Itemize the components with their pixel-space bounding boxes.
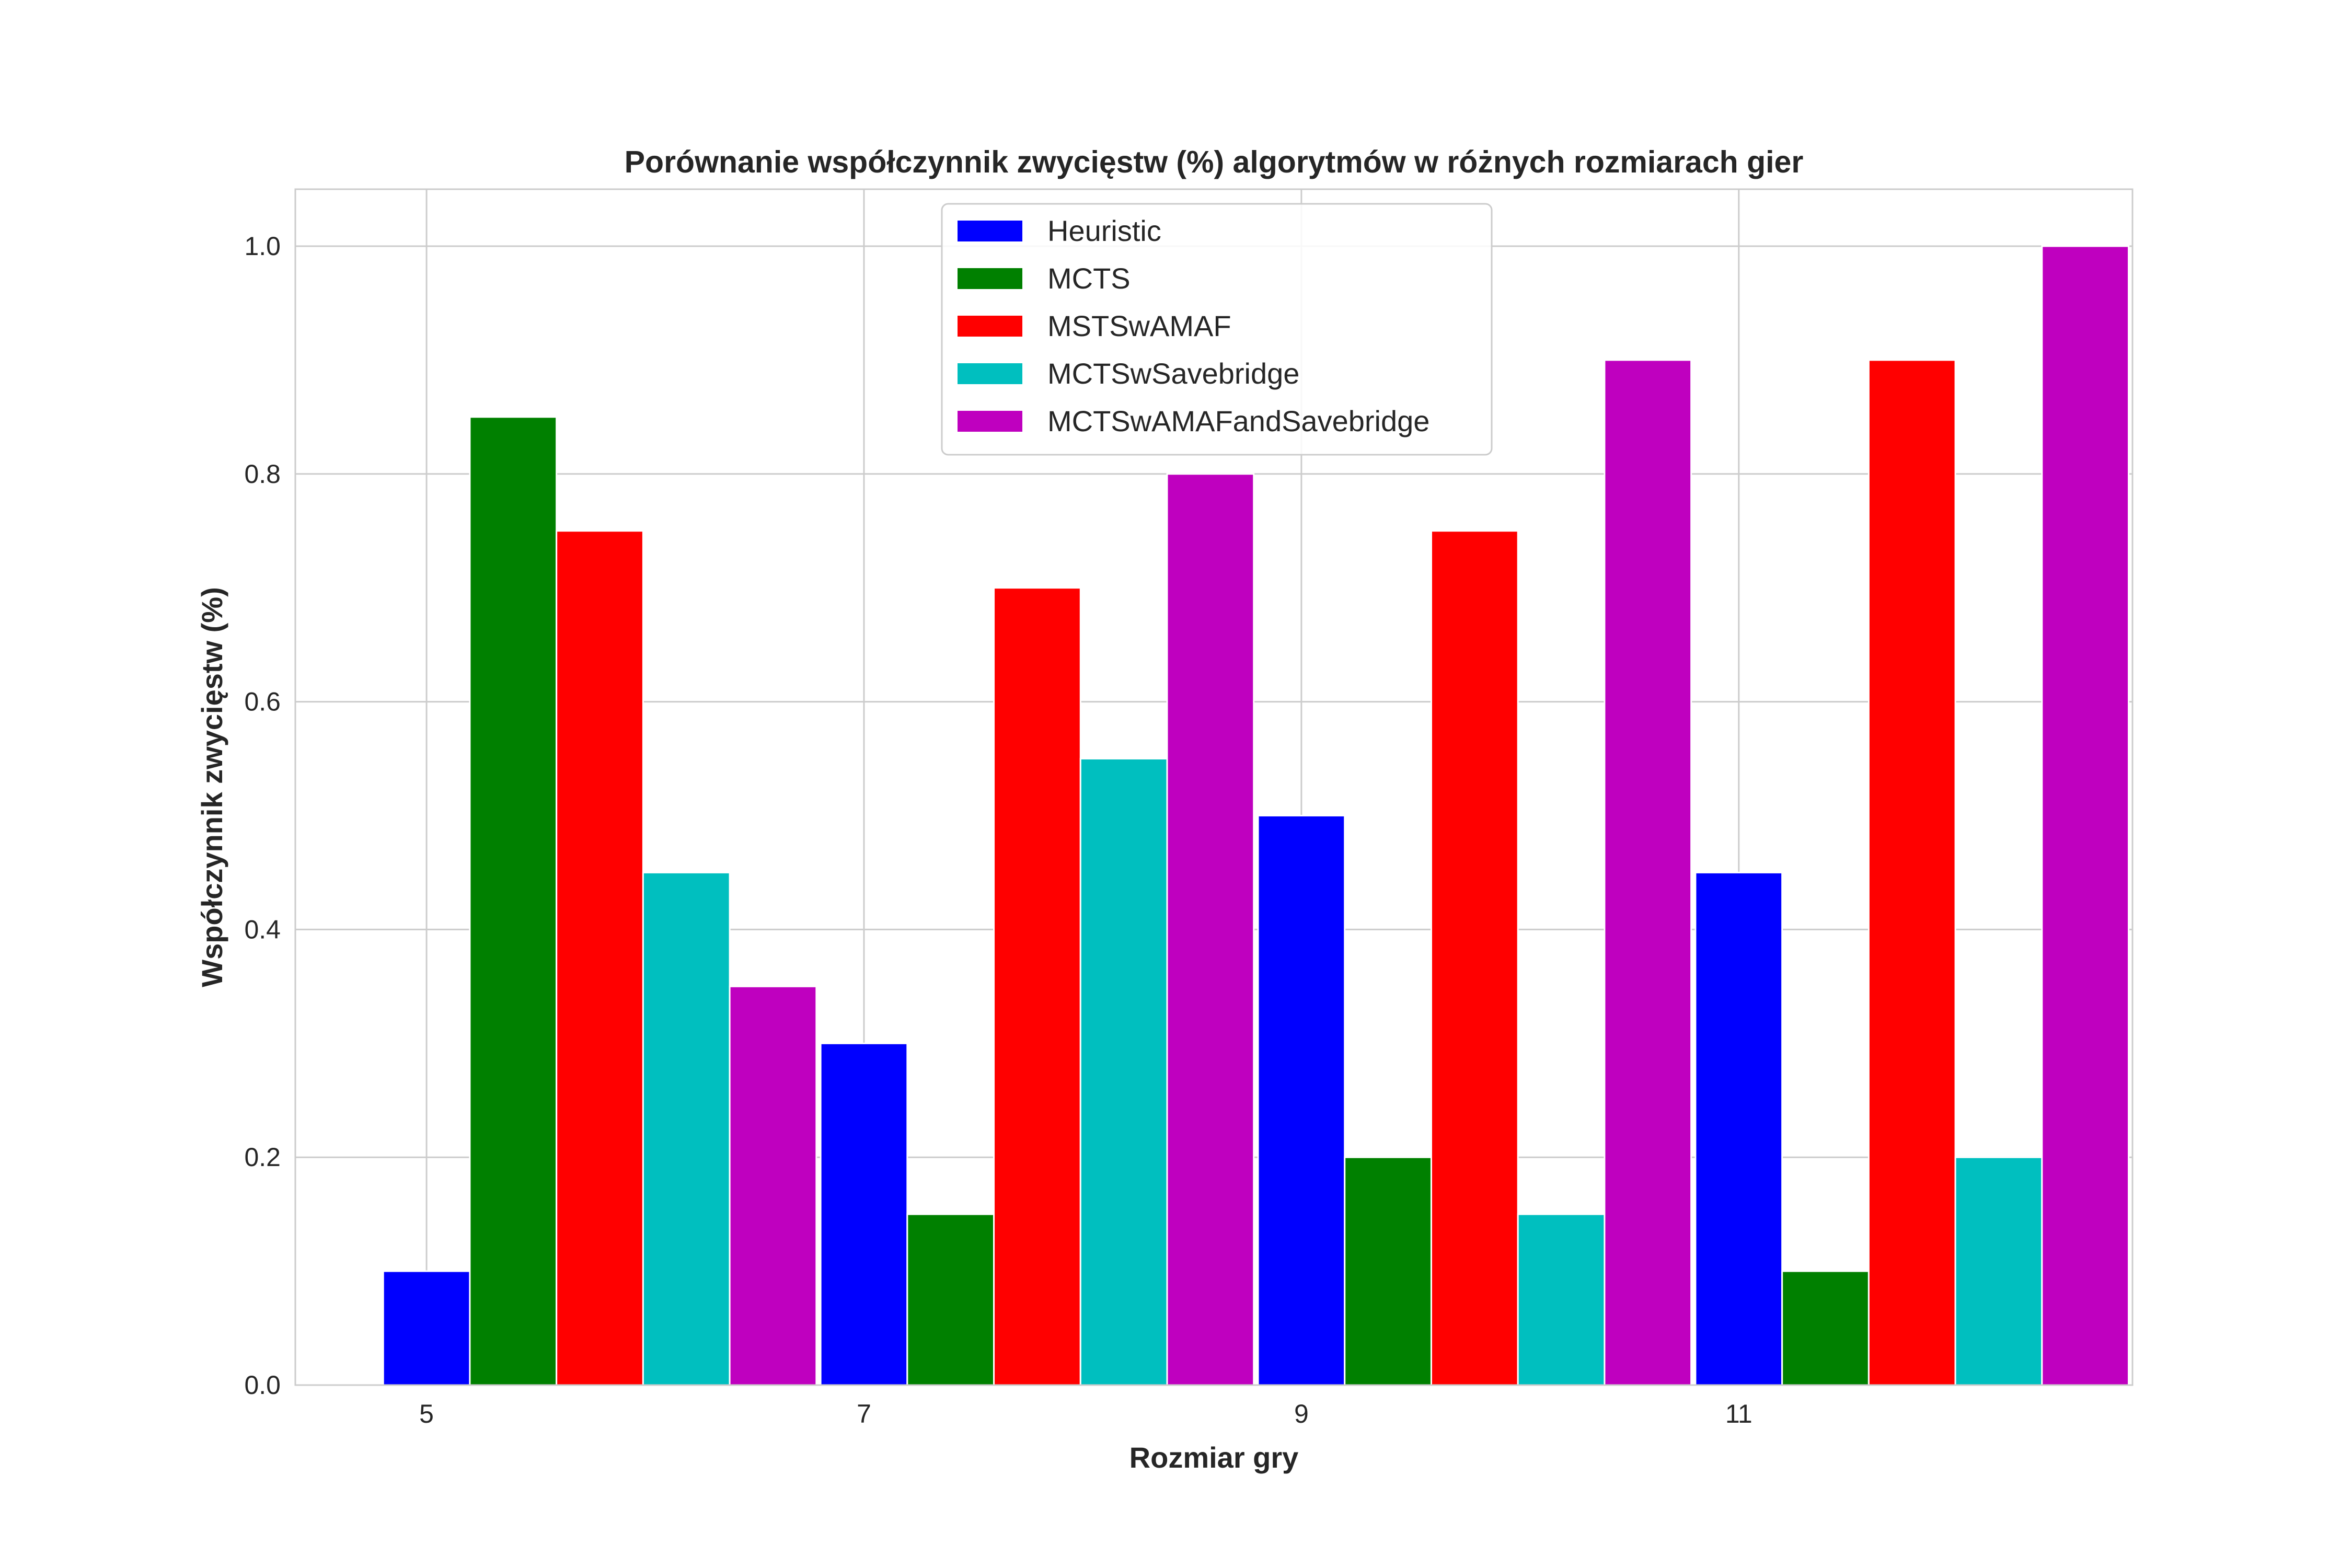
bar-MSTSwAMAF-9 (1430, 530, 1519, 1386)
plot-frame (294, 188, 2134, 1386)
bar-MCTSwAMAFandSavebridge-5 (729, 985, 817, 1386)
legend-swatch (958, 363, 1022, 384)
legend-label: MCTSwSavebridge (1047, 357, 1299, 390)
x-tick-label: 5 (419, 1399, 434, 1428)
legend-swatch (958, 268, 1022, 289)
bar-Heuristic-7 (820, 1042, 908, 1386)
bar-Heuristic-9 (1257, 814, 1346, 1386)
legend-swatch (958, 221, 1022, 241)
legend-swatch (958, 316, 1022, 337)
bar-Heuristic-5 (382, 1270, 471, 1386)
bar-MCTS-9 (1344, 1156, 1432, 1386)
y-tick-label: 0.2 (244, 1143, 281, 1172)
chart-title: Porównanie współczynnik zwycięstw (%) al… (625, 145, 1804, 179)
legend-label: Heuristic (1047, 214, 1161, 247)
bar-MCTSwSavebridge-5 (642, 871, 731, 1386)
bar-MSTSwAMAF-5 (556, 530, 644, 1386)
y-tick-label: 0.4 (244, 915, 281, 944)
legend-label: MCTS (1047, 262, 1131, 295)
bar-MCTS-11 (1781, 1270, 1870, 1386)
y-tick-label: 1.0 (244, 232, 281, 261)
bars (382, 245, 2130, 1386)
legend-label: MSTSwAMAF (1047, 309, 1231, 342)
bar-Heuristic-11 (1694, 871, 1783, 1386)
y-tick-label: 0.6 (244, 687, 281, 717)
bar-MCTSwAMAFandSavebridge-7 (1166, 473, 1255, 1386)
bar-MSTSwAMAF-11 (1867, 359, 1956, 1386)
bar-MCTS-5 (469, 416, 558, 1386)
y-ticks: 0.0 0.2 0.4 0.6 0.8 1.0 (244, 232, 281, 1400)
bar-MCTSwSavebridge-11 (1954, 1156, 2043, 1386)
y-tick-label: 0.0 (244, 1370, 281, 1400)
legend-swatch (958, 411, 1022, 432)
legend-box (941, 203, 1493, 456)
x-axis-label: Rozmiar gry (1129, 1441, 1299, 1474)
bar-MCTSwSavebridge-9 (1517, 1213, 1606, 1386)
legend: Heuristic MCTS MSTSwAMAF MCTSwSavebridge MCT… (941, 203, 1493, 456)
x-tick-label: 11 (1725, 1399, 1753, 1428)
bar-MSTSwAMAF-7 (993, 587, 1081, 1386)
x-tick-label: 7 (857, 1399, 871, 1428)
bar-MCTS-7 (906, 1213, 995, 1386)
x-tick-label: 9 (1294, 1399, 1309, 1428)
x-ticks: 5 7 9 11 (419, 1399, 1753, 1428)
legend-label: MCTSwAMAFandSavebridge (1047, 405, 1429, 437)
y-axis-label: Współczynnik zwycięstw (%) (195, 587, 228, 987)
bar-MCTSwAMAFandSavebridge-11 (2041, 245, 2130, 1386)
bar-MCTSwSavebridge-7 (1079, 758, 1168, 1386)
y-tick-label: 0.8 (244, 459, 281, 489)
bar-MCTSwAMAFandSavebridge-9 (1604, 359, 1692, 1386)
